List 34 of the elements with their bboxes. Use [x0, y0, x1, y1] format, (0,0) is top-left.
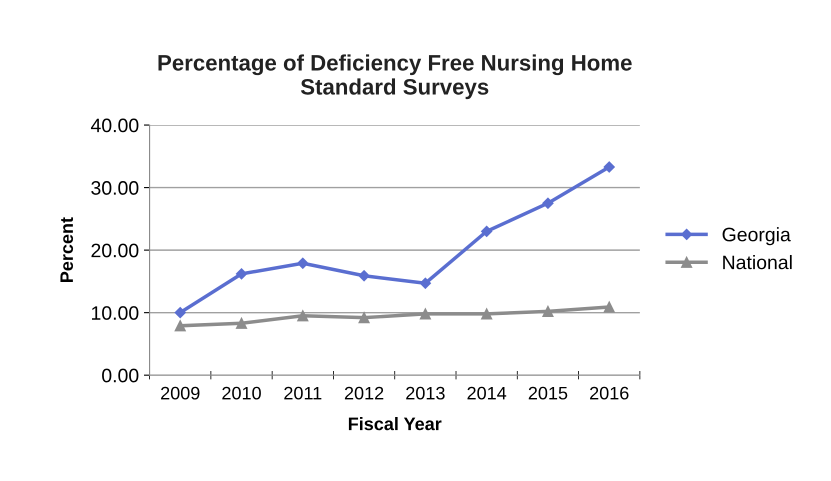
point — [542, 306, 554, 317]
point — [481, 308, 492, 320]
y-axis-title: Percent — [60, 217, 74, 282]
point — [358, 270, 370, 282]
y-tick-label: 30.00 — [91, 181, 138, 195]
point — [542, 198, 554, 209]
point — [358, 312, 370, 324]
point — [420, 278, 431, 289]
point — [420, 308, 431, 320]
point — [297, 258, 308, 269]
point — [174, 320, 186, 332]
y-tick-label: 20.00 — [91, 244, 138, 258]
x-tick-label: 2011 — [284, 386, 322, 400]
x-axis-title: Fiscal Year — [348, 417, 442, 430]
point — [236, 268, 248, 280]
point — [174, 307, 186, 318]
y-tick-label: 40.00 — [90, 118, 138, 132]
legend-label: Georgia — [722, 227, 791, 246]
point — [297, 310, 308, 322]
x-tick-label: 2014 — [467, 386, 506, 400]
x-tick-label: 2016 — [590, 386, 629, 400]
x-tick-label: 2013 — [406, 386, 445, 400]
point — [604, 161, 615, 173]
legend-label: National — [723, 254, 792, 270]
chart-title: Percentage of Deficiency Free Nursing Home Standard Surveys — [158, 54, 632, 100]
x-tick-label: 2009 — [161, 386, 200, 400]
x-tick-label: 2012 — [344, 386, 384, 400]
y-tick-label: 0.00 — [102, 368, 138, 382]
point — [481, 226, 492, 237]
x-tick-label: 2015 — [528, 386, 568, 400]
point — [604, 301, 615, 313]
x-tick-label: 2010 — [222, 386, 261, 400]
y-tick-label: 10.00 — [92, 306, 138, 320]
point — [236, 318, 248, 329]
